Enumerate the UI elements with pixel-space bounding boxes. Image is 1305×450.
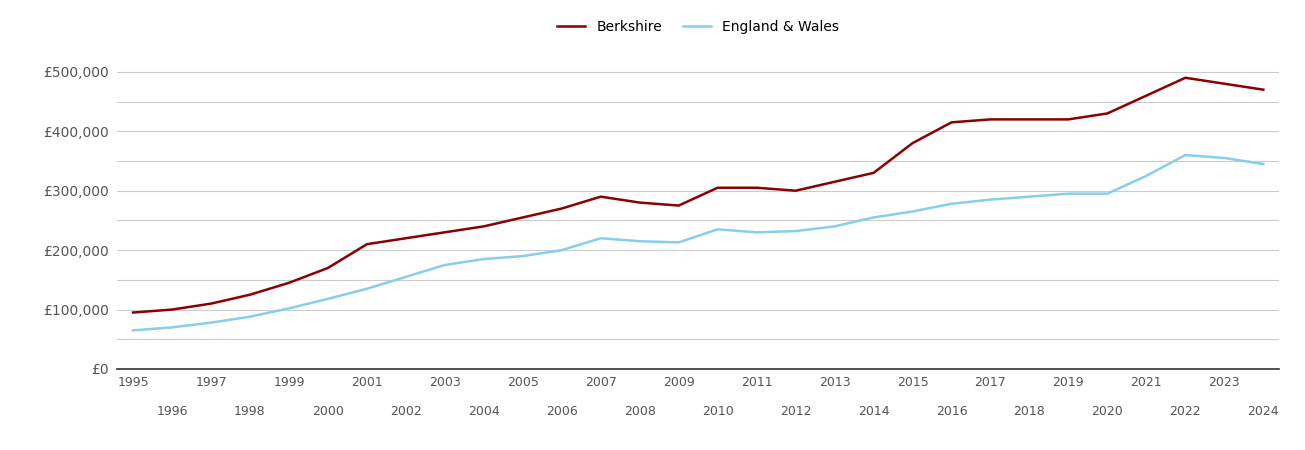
England & Wales [1216,155,1232,161]
Berkshire [1177,75,1193,81]
Text: 2020: 2020 [1091,405,1124,418]
Berkshire [320,265,335,270]
Line: Berkshire: Berkshire [133,78,1263,313]
Text: 1996: 1996 [157,405,188,418]
Berkshire [398,235,414,241]
Text: 2014: 2014 [857,405,890,418]
Berkshire [476,224,492,229]
Berkshire [671,203,686,208]
Berkshire [125,310,141,315]
England & Wales [1061,191,1077,196]
Text: 2016: 2016 [936,405,967,418]
Berkshire [1061,117,1077,122]
Berkshire [1255,87,1271,92]
Berkshire [204,301,219,306]
England & Wales [1022,194,1037,199]
England & Wales [204,320,219,325]
England & Wales [243,314,258,319]
Berkshire [437,230,453,235]
England & Wales [592,235,608,241]
Berkshire [865,170,881,176]
Text: 2008: 2008 [624,405,655,418]
Berkshire [359,242,375,247]
England & Wales [164,325,180,330]
England & Wales [1100,191,1116,196]
Berkshire [243,292,258,297]
England & Wales [320,296,335,302]
Berkshire [1022,117,1037,122]
Berkshire [515,215,531,220]
Berkshire [788,188,804,194]
England & Wales [788,229,804,234]
Text: 1998: 1998 [234,405,266,418]
England & Wales [359,286,375,292]
Berkshire [983,117,998,122]
Text: 2024: 2024 [1248,405,1279,418]
Berkshire [553,206,569,211]
Berkshire [1138,93,1154,98]
England & Wales [437,262,453,268]
Berkshire [281,280,296,285]
England & Wales [1138,173,1154,179]
Berkshire [827,179,843,184]
England & Wales [827,224,843,229]
England & Wales [865,215,881,220]
Berkshire [592,194,608,199]
Text: 2010: 2010 [702,405,733,418]
Text: 2006: 2006 [545,405,578,418]
England & Wales [1255,161,1271,166]
Text: 2018: 2018 [1014,405,1045,418]
Text: 2002: 2002 [390,405,422,418]
England & Wales [281,306,296,311]
Line: England & Wales: England & Wales [133,155,1263,330]
Text: 2012: 2012 [780,405,812,418]
Berkshire [749,185,765,190]
England & Wales [749,230,765,235]
Text: 2022: 2022 [1169,405,1201,418]
Text: 2004: 2004 [468,405,500,418]
England & Wales [671,240,686,245]
Berkshire [1100,111,1116,116]
England & Wales [398,274,414,279]
Text: 2000: 2000 [312,405,343,418]
England & Wales [632,238,647,244]
England & Wales [125,328,141,333]
Berkshire [164,307,180,312]
England & Wales [1177,153,1193,158]
Berkshire [904,140,920,146]
England & Wales [944,201,959,207]
England & Wales [553,248,569,253]
England & Wales [904,209,920,214]
England & Wales [983,197,998,202]
Berkshire [710,185,726,190]
Berkshire [1216,81,1232,86]
Berkshire [632,200,647,205]
England & Wales [515,253,531,259]
Berkshire [944,120,959,125]
England & Wales [476,256,492,262]
England & Wales [710,227,726,232]
Legend: Berkshire, England & Wales: Berkshire, England & Wales [557,20,839,34]
